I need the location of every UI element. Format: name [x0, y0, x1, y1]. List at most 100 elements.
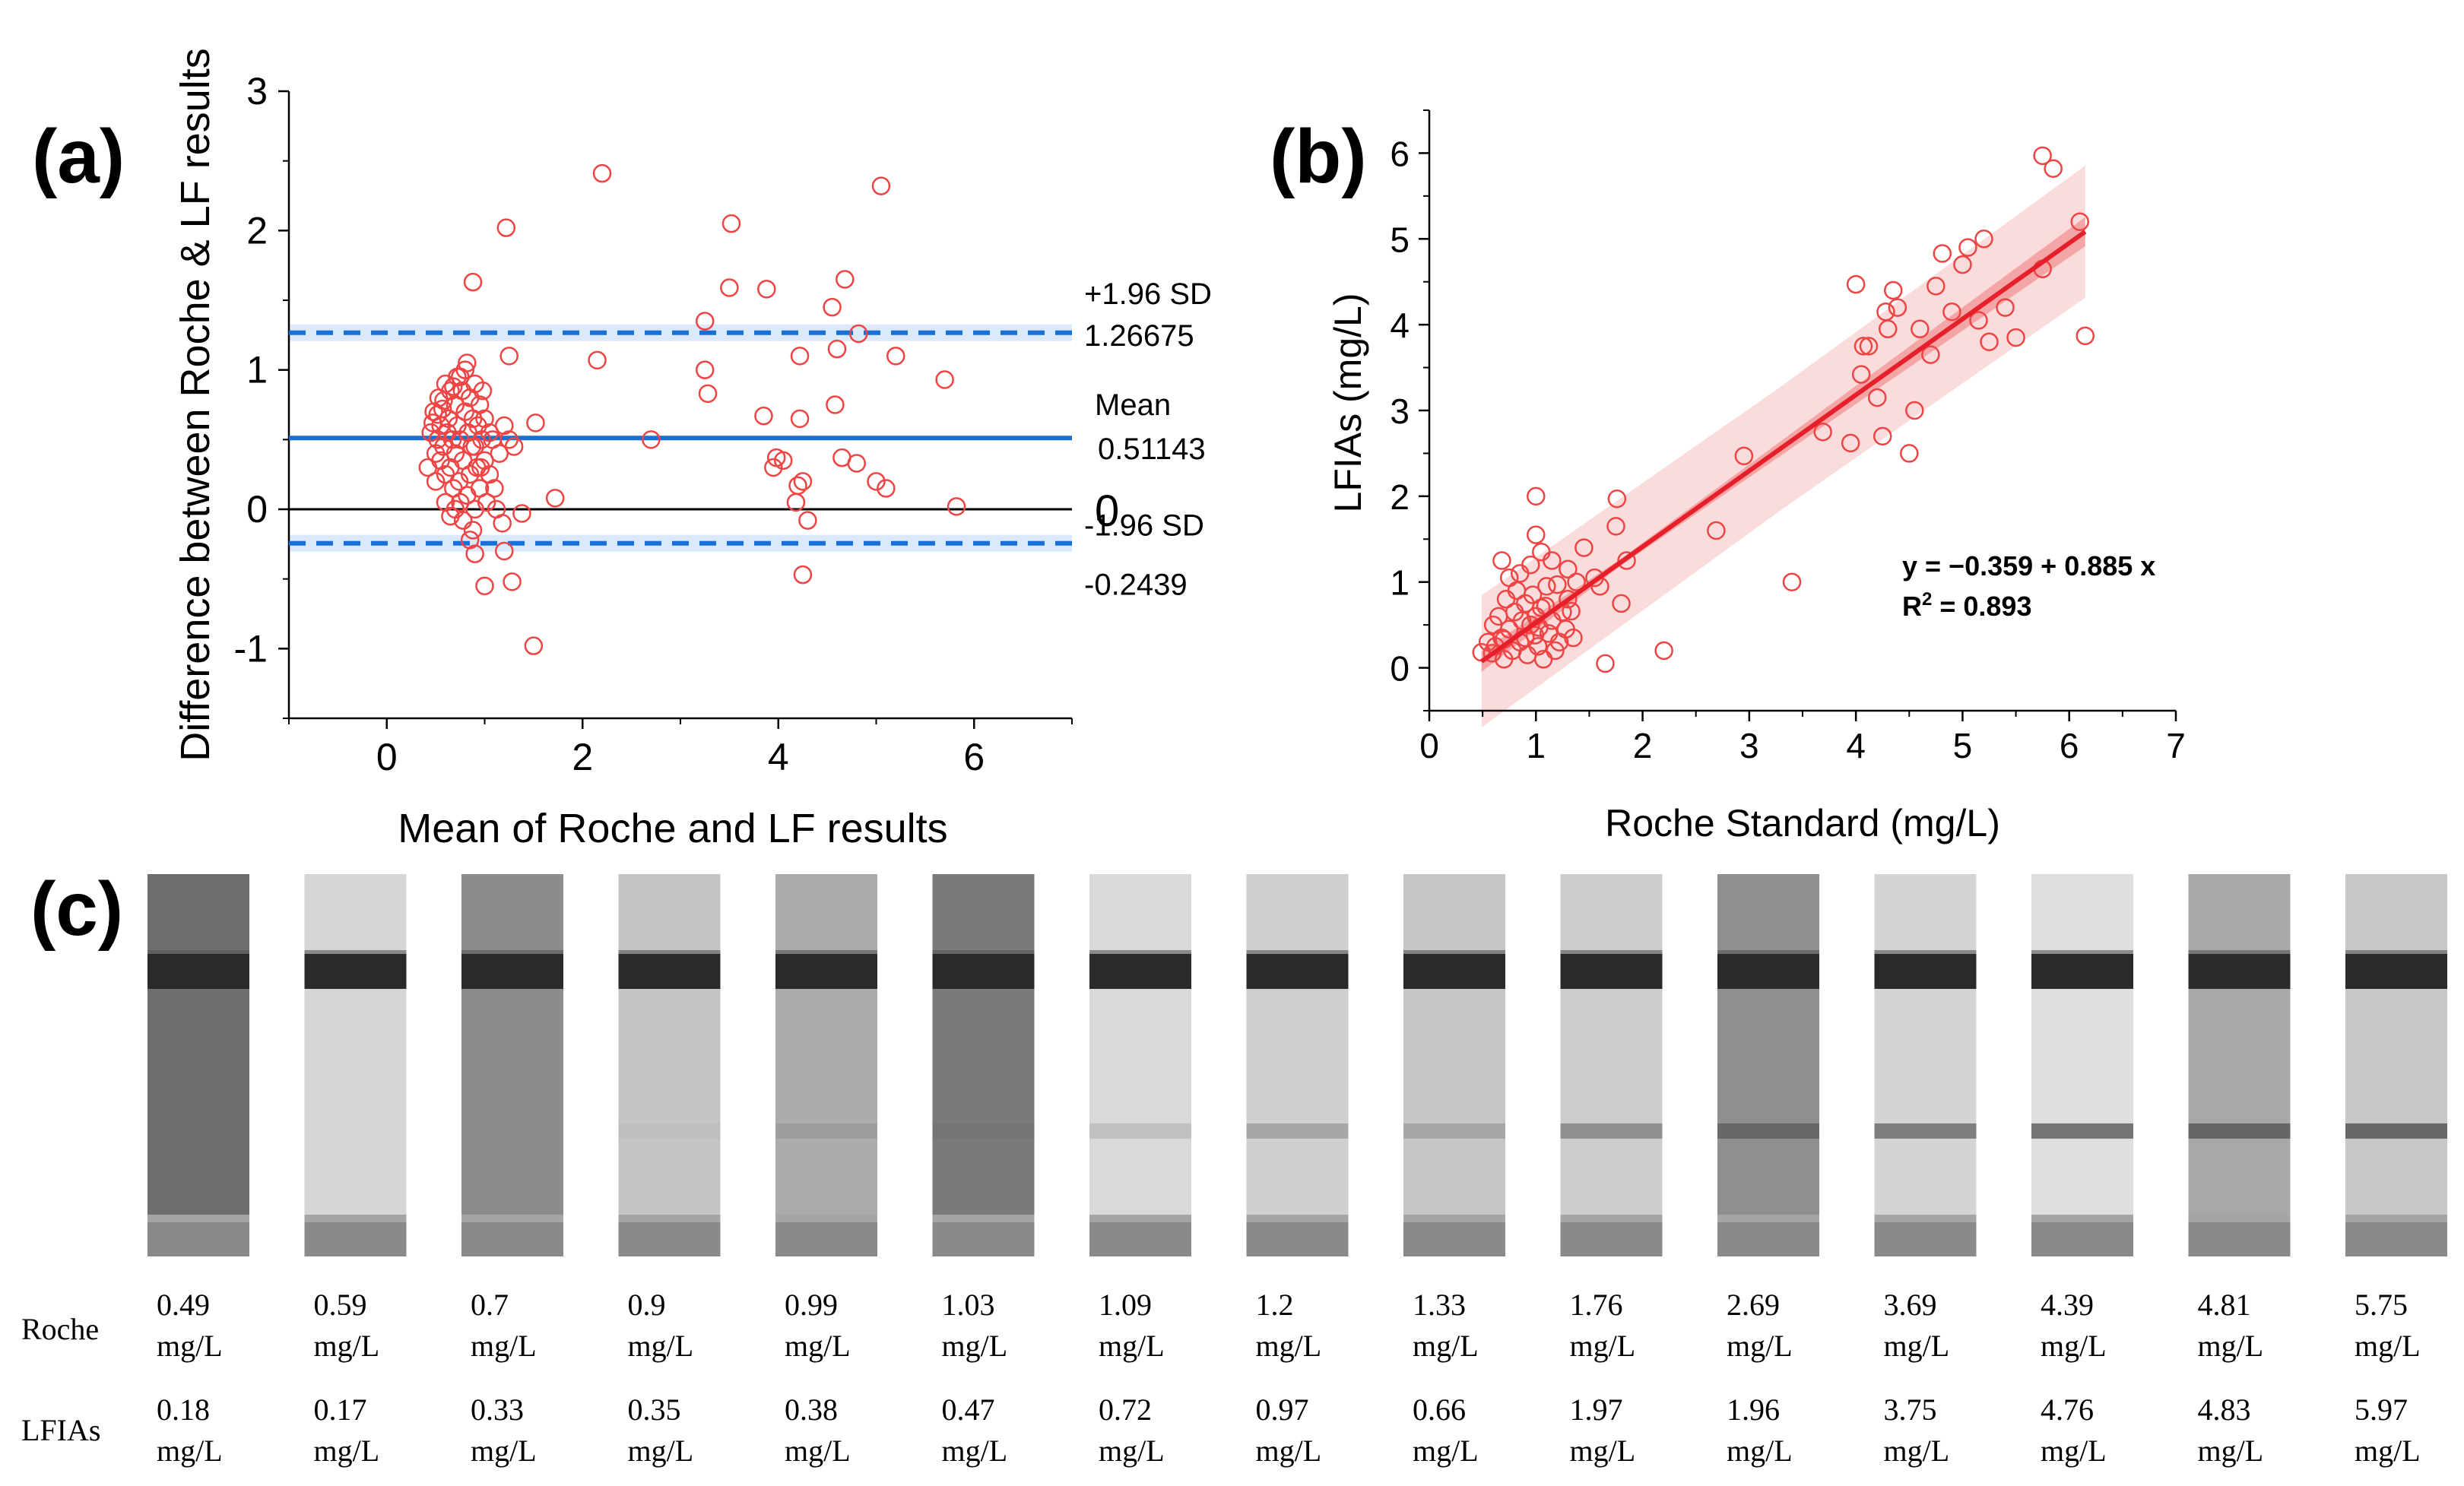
- test-strip: [147, 874, 249, 1256]
- control-line-edge: [2188, 950, 2291, 954]
- lfia-value: 0.35: [628, 1393, 681, 1427]
- data-point: [433, 399, 452, 419]
- lfia-unit: mg/L: [628, 1434, 694, 1468]
- data-point: [1548, 575, 1567, 594]
- data-point: [1996, 298, 2015, 317]
- lfia-value: 3.75: [1884, 1393, 1937, 1427]
- data-point: [1953, 255, 1972, 274]
- x-tick-label: 1: [1526, 726, 1546, 765]
- data-point: [490, 444, 509, 463]
- control-line: [1246, 954, 1349, 989]
- lfia-unit: mg/L: [1413, 1434, 1479, 1468]
- data-point: [1878, 319, 1898, 339]
- test-strip: [1560, 874, 1663, 1256]
- data-point: [935, 370, 954, 389]
- roche-unit: mg/L: [1099, 1329, 1165, 1363]
- r-squared-prefix: R: [1902, 591, 1922, 622]
- data-point: [504, 437, 524, 456]
- roche-value: 1.09: [1099, 1288, 1152, 1322]
- data-point: [1543, 551, 1562, 570]
- y-tick-label: 6: [1390, 134, 1410, 173]
- sample-pad-edge: [1246, 1215, 1349, 1222]
- roche-unit: mg/L: [2198, 1329, 2264, 1363]
- lfia-value: 0.18: [157, 1393, 210, 1427]
- test-strip: [1246, 874, 1349, 1256]
- data-point: [475, 576, 494, 596]
- lfia-unit: mg/L: [1570, 1434, 1636, 1468]
- control-line: [932, 954, 1035, 989]
- data-point: [1654, 641, 1673, 661]
- data-point: [495, 541, 514, 561]
- data-point: [444, 377, 463, 396]
- strip-membrane: [2345, 874, 2447, 1256]
- lfia-unit: mg/L: [1727, 1434, 1793, 1468]
- strip-membrane: [775, 874, 877, 1256]
- data-point: [757, 280, 776, 299]
- sample-pad-edge: [618, 1215, 721, 1222]
- x-tick-label: 3: [1739, 726, 1759, 765]
- roche-value: 0.7: [471, 1288, 509, 1322]
- roche-value: 0.59: [314, 1288, 367, 1322]
- roche-value: 4.81: [2198, 1288, 2251, 1322]
- roche-unit: mg/L: [942, 1329, 1008, 1363]
- y-axis-title: LFIAs (mg/L): [1327, 293, 1369, 513]
- data-point: [1607, 489, 1627, 509]
- roche-value: 0.99: [785, 1288, 838, 1322]
- lfia-unit: mg/L: [785, 1434, 851, 1468]
- data-point: [1888, 298, 1907, 317]
- data-point: [448, 416, 467, 436]
- roche-unit: mg/L: [628, 1329, 694, 1363]
- lfia-unit: mg/L: [471, 1434, 537, 1468]
- data-point: [1969, 311, 1988, 330]
- lfia-value: 5.97: [2355, 1393, 2408, 1427]
- roche-unit: mg/L: [471, 1329, 537, 1363]
- data-point: [886, 347, 905, 366]
- test-strip: [775, 874, 877, 1256]
- lfia-unit: mg/L: [1884, 1434, 1950, 1468]
- control-line-edge: [1403, 950, 1505, 954]
- strip-membrane: [1089, 874, 1191, 1256]
- data-point: [790, 409, 810, 429]
- lower-label-name: -1.96 SD: [1084, 509, 1204, 543]
- row-label-roche: Roche: [21, 1312, 99, 1346]
- strip-membrane: [2031, 874, 2133, 1256]
- y-tick-label: 4: [1390, 306, 1410, 345]
- test-strip: [932, 874, 1035, 1256]
- test-strip: [2345, 874, 2447, 1256]
- sample-pad-edge: [1560, 1215, 1663, 1222]
- control-line-edge: [775, 950, 877, 954]
- panel-a: (a) -1 0 1 2 3 0 2 4 6 Mean of Roche and LF resul…: [32, 48, 1212, 851]
- test-strip: [2188, 874, 2291, 1256]
- test-line: [619, 1123, 721, 1139]
- data-point: [793, 472, 813, 491]
- data-point: [499, 347, 518, 366]
- data-point: [793, 565, 813, 585]
- data-point: [826, 395, 845, 414]
- sample-pad-edge: [1403, 1215, 1505, 1222]
- panel-b-label: (b): [1270, 114, 1367, 199]
- data-point: [720, 278, 739, 297]
- lfia-value: 0.66: [1413, 1393, 1466, 1427]
- test-strip: [461, 874, 563, 1256]
- data-point: [867, 472, 886, 491]
- data-point: [465, 437, 484, 456]
- panel-c: (c) Roche LFIAs 0.49 mg/L 0.18 mg/L 0.59 mg/L 0.…: [21, 867, 2447, 1468]
- strip-membrane: [461, 874, 563, 1256]
- roche-unit: mg/L: [1884, 1329, 1950, 1363]
- roche-unit: mg/L: [157, 1329, 223, 1363]
- data-point: [453, 511, 473, 530]
- y-tick-label: 0: [1390, 649, 1410, 689]
- control-line: [1717, 954, 1819, 989]
- data-point: [1546, 641, 1565, 661]
- roche-value: 4.39: [2041, 1288, 2094, 1322]
- data-point: [773, 451, 793, 471]
- data-point: [847, 454, 866, 473]
- data-point: [1841, 433, 1860, 453]
- lfia-unit: mg/L: [157, 1434, 223, 1468]
- x-tick-label: 6: [963, 736, 985, 778]
- test-strip: [1403, 874, 1505, 1256]
- x-tick-label: 6: [2060, 726, 2079, 765]
- control-line-edge: [618, 950, 721, 954]
- data-point: [1559, 590, 1578, 609]
- data-point: [721, 214, 741, 233]
